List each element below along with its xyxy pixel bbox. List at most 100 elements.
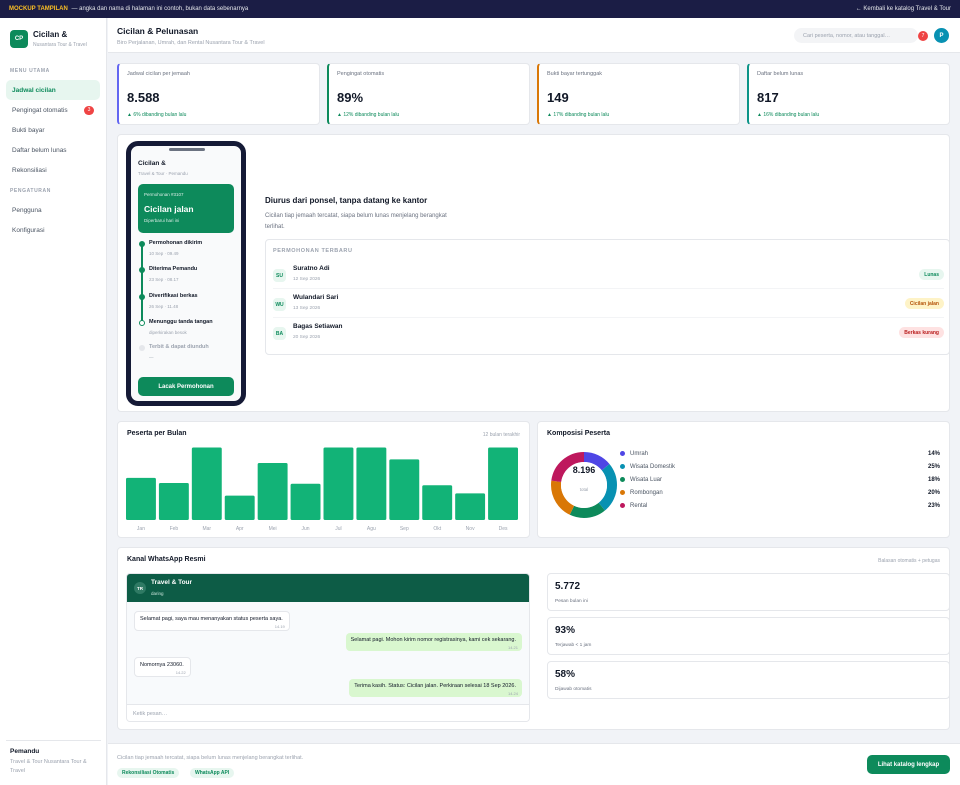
donut-hole xyxy=(561,462,607,508)
stat-card-jadwal[interactable]: Jadwal cicilan per jemaah 8.588 ▲ 6% dib… xyxy=(117,63,320,125)
timeline-step-title: Terbit & dapat diunduh xyxy=(149,344,209,350)
mobile-tracking-panel: Cicilan & Travel & Tour · Pemandu Permoh… xyxy=(117,134,950,412)
stat-trend: ▲ 12% dibanding bulan lalu xyxy=(337,112,400,118)
avatar: WU xyxy=(273,298,286,311)
sidebar-item-label: Daftar belum lunas xyxy=(12,146,67,154)
legend-swatch xyxy=(620,464,625,469)
chart-range-label: 12 bulan terakhir xyxy=(482,432,520,438)
metric-value: 5.772 xyxy=(555,581,581,592)
stat-label: Jadwal cicilan per jemaah xyxy=(127,71,190,77)
legend-swatch xyxy=(620,451,625,456)
x-tick-label: Mei xyxy=(269,526,277,532)
bar-apr xyxy=(224,495,255,520)
status-badge: Lunas xyxy=(919,269,944,280)
legend-item: Wisata Luar 18% xyxy=(620,474,940,485)
bar-chart: Jan Feb Mar Apr Mei Jun Jul Agu Sep Okt Nov Des xyxy=(126,447,518,532)
brand-logo: CP xyxy=(10,30,28,48)
stat-card-belum-lunas[interactable]: Daftar belum lunas 817 ▲ 16% dibanding b… xyxy=(747,63,950,125)
message-text: Terima kasih. Status: Cicilan jalan. Per… xyxy=(354,683,516,689)
legend-percent: 25% xyxy=(927,463,940,470)
sidebar-user: Pemandu Travel & Tour Nusantara Tour & T… xyxy=(10,748,100,776)
sidebar-item-konfigurasi[interactable]: Konfigurasi xyxy=(6,220,100,240)
whatsapp-title: Kanal WhatsApp Resmi xyxy=(127,556,206,563)
phone-title: Cicilan & xyxy=(138,160,166,167)
stat-card-pengingat[interactable]: Pengingat otomatis 89% ▲ 12% dibanding b… xyxy=(327,63,530,125)
recent-requests-title: PERMOHONAN TERBARU xyxy=(273,248,353,254)
phone-mockup: Cicilan & Travel & Tour · Pemandu Permoh… xyxy=(126,141,246,406)
page-header: Cicilan & Pelunasan Biro Perjalanan, Umr… xyxy=(108,18,960,53)
list-item[interactable]: WU Wulandari Sari 13 Sep 2026 Cicilan ja… xyxy=(273,289,944,318)
settings-section-title: PENGATURAN xyxy=(10,188,51,194)
requester-name: Wulandari Sari xyxy=(293,294,339,301)
brand-title: Cicilan & xyxy=(33,30,68,39)
sidebar-divider xyxy=(6,740,101,741)
sidebar-item-daftar-belum-lunas[interactable]: Daftar belum lunas xyxy=(6,140,100,160)
timeline-dot-current xyxy=(139,320,145,326)
stat-value: 149 xyxy=(547,90,569,105)
brand-subtitle: Nusantara Tour & Travel xyxy=(33,42,87,48)
list-item[interactable]: BA Bagas Setiawan 20 Sep 2026 Berkas kur… xyxy=(273,318,944,347)
chat-header: TR Travel & Tour daring xyxy=(127,574,529,602)
donut-slice-wisata-domestik xyxy=(551,452,617,518)
x-tick-label: Agu xyxy=(367,526,376,532)
sidebar-item-pengguna[interactable]: Pengguna xyxy=(6,200,100,220)
back-to-catalog-link[interactable]: ← Kembali ke katalog Travel & Tour xyxy=(855,6,951,12)
legend-swatch xyxy=(620,477,625,482)
notification-badge[interactable]: 7 xyxy=(918,31,928,41)
x-tick-label: Sep xyxy=(400,526,409,532)
sidebar: CP Cicilan & Nusantara Tour & Travel MEN… xyxy=(0,18,107,785)
stat-label: Pengingat otomatis xyxy=(337,71,385,77)
sidebar-item-label: Konfigurasi xyxy=(12,226,45,234)
legend-swatch xyxy=(620,503,625,508)
sidebar-item-jadwal-cicilan[interactable]: Jadwal cicilan xyxy=(6,80,100,100)
legend-swatch xyxy=(620,490,625,495)
chart-title: Peserta per Bulan xyxy=(127,430,187,437)
legend-item: Rental 23% xyxy=(620,500,940,511)
request-date: 13 Sep 2026 xyxy=(293,306,321,311)
bar-jul xyxy=(323,447,354,520)
donut-slice-rental xyxy=(551,452,617,518)
sidebar-item-rekonsiliasi[interactable]: Rekonsiliasi xyxy=(6,160,100,180)
sidebar-item-label: Jadwal cicilan xyxy=(12,86,56,94)
timeline-dot-pending xyxy=(139,345,145,351)
bar-mar xyxy=(191,447,222,520)
timeline-step-title: Diverifikasi berkas xyxy=(149,293,198,299)
chart-title: Komposisi Peserta xyxy=(547,430,611,437)
hero-heading: Diurus dari ponsel, tanpa datang ke kant… xyxy=(265,196,428,205)
banner-text: — angka dan nama di halaman ini contoh, … xyxy=(71,6,249,12)
stat-label: Daftar belum lunas xyxy=(757,71,804,77)
avatar[interactable]: P xyxy=(934,28,949,43)
request-date: 12 Sep 2026 xyxy=(293,277,321,282)
feature-chip: Rekonsiliasi Otomatis xyxy=(117,768,180,778)
view-catalog-button[interactable]: Lihat katalog lengkap xyxy=(867,755,950,774)
message-text: Selamat pagi. Mohon kirim nomor registra… xyxy=(350,637,516,643)
message-input[interactable]: Ketik pesan… xyxy=(127,704,529,721)
donut-total-label: total xyxy=(579,487,589,492)
legend-label: Umrah xyxy=(630,450,649,457)
track-request-button[interactable]: Lacak Permohonan xyxy=(138,377,234,396)
stat-card-bukti-bayar[interactable]: Bukti bayar tertunggak 149 ▲ 17% dibandi… xyxy=(537,63,740,125)
stat-trend: ▲ 16% dibanding bulan lalu xyxy=(757,112,820,118)
footer-text: Cicilan tiap jemaah tercatat, siapa belu… xyxy=(117,755,304,761)
metric-card: 58% Dijawab otomatis xyxy=(547,661,950,699)
stat-trend: ▲ 6% dibanding bulan lalu xyxy=(127,112,187,118)
metric-label: Dijawab otomatis xyxy=(555,687,592,692)
timeline-step-time: 26 Sep · 11.48 xyxy=(149,304,179,309)
chat-window: TR Travel & Tour daring Selamat pagi, sa… xyxy=(126,573,530,722)
search-input[interactable]: Cari peserta, nomor, atau tanggal… xyxy=(794,28,918,43)
page-subtitle: Biro Perjalanan, Umrah, dan Rental Nusan… xyxy=(117,40,265,46)
chat-message-outgoing: Selamat pagi. Mohon kirim nomor registra… xyxy=(345,633,522,652)
sidebar-item-bukti-bayar[interactable]: Bukti bayar xyxy=(6,120,100,140)
message-time: 14.22 xyxy=(175,669,186,675)
sidebar-item-pengingat-otomatis[interactable]: Pengingat otomatis 3 xyxy=(6,100,100,120)
x-tick-label: Jul xyxy=(335,526,341,532)
status-badge: Cicilan jalan xyxy=(904,298,944,309)
chat-message-outgoing: Terima kasih. Status: Cicilan jalan. Per… xyxy=(349,679,522,698)
page-footer: Cicilan tiap jemaah tercatat, siapa belu… xyxy=(108,743,960,785)
list-item[interactable]: SU Suratno Adi 12 Sep 2026 Lunas xyxy=(273,260,944,289)
timeline-step-time: — xyxy=(149,355,154,360)
x-tick-label: Feb xyxy=(170,526,179,532)
brand[interactable]: CP Cicilan & Nusantara Tour & Travel xyxy=(0,18,106,48)
composition-chart-card: Komposisi Peserta 8.196 total Umrah 14% Wi… xyxy=(537,421,950,538)
bar-feb xyxy=(158,483,189,520)
